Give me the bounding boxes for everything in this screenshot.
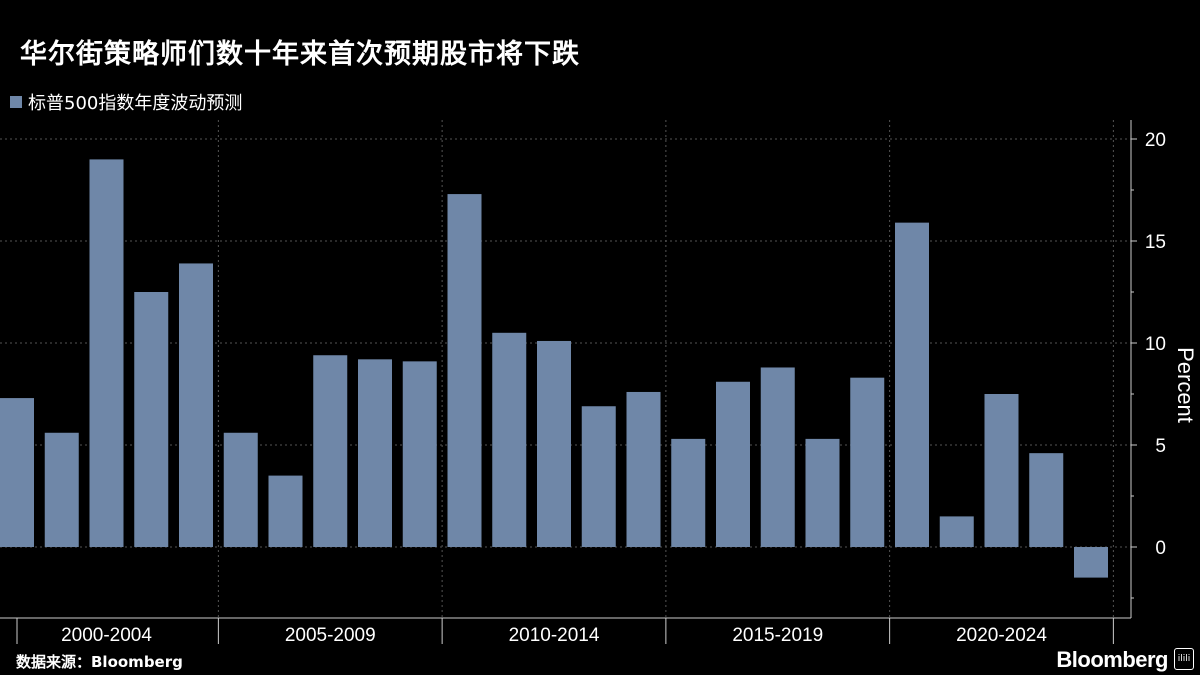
bar — [716, 381, 750, 547]
bar — [492, 332, 527, 547]
x-group-label: 2005-2009 — [285, 625, 376, 646]
bar — [1074, 547, 1108, 578]
y-tick-label: 0 — [1155, 538, 1166, 559]
chart-title: 华尔街策略师们数十年来首次预期股市将下跌 — [20, 39, 580, 70]
source-note: 数据来源：Bloomberg — [16, 653, 183, 671]
bar — [671, 438, 706, 547]
bar — [0, 398, 34, 547]
x-group-label: 2000-2004 — [61, 625, 152, 646]
bar — [939, 516, 974, 547]
bar — [89, 159, 124, 547]
bar — [760, 367, 795, 547]
y-tick-label: 5 — [1155, 436, 1166, 457]
bar — [223, 432, 258, 547]
y-axis-title: Percent — [1173, 347, 1198, 423]
legend: 标普500指数年度波动预测 — [10, 89, 242, 115]
legend-swatch — [10, 96, 22, 108]
bar — [134, 292, 169, 547]
x-group-label: 2020-2024 — [956, 625, 1047, 646]
bar — [626, 391, 661, 547]
x-group-label: 2015-2019 — [732, 625, 823, 646]
legend-label: 标普500指数年度波动预测 — [28, 93, 243, 114]
y-tick-label: 10 — [1145, 334, 1166, 355]
bar — [268, 475, 303, 547]
bar — [402, 361, 437, 547]
x-group-label: 2010-2014 — [509, 625, 600, 646]
bloomberg-badge-icon: ilili — [1174, 648, 1194, 670]
bloomberg-logo: Bloomberg — [1056, 647, 1168, 672]
bar — [447, 194, 482, 547]
bar — [581, 406, 616, 547]
bar — [805, 438, 840, 547]
bar — [179, 263, 213, 547]
bar — [1029, 453, 1064, 547]
y-tick-label: 20 — [1145, 130, 1166, 151]
bar — [984, 394, 1019, 547]
bar — [537, 340, 571, 547]
bar — [44, 432, 79, 547]
bar — [895, 222, 929, 547]
bar — [358, 359, 392, 547]
y-tick-label: 15 — [1145, 232, 1166, 253]
bar — [850, 377, 885, 547]
bar — [313, 355, 348, 547]
